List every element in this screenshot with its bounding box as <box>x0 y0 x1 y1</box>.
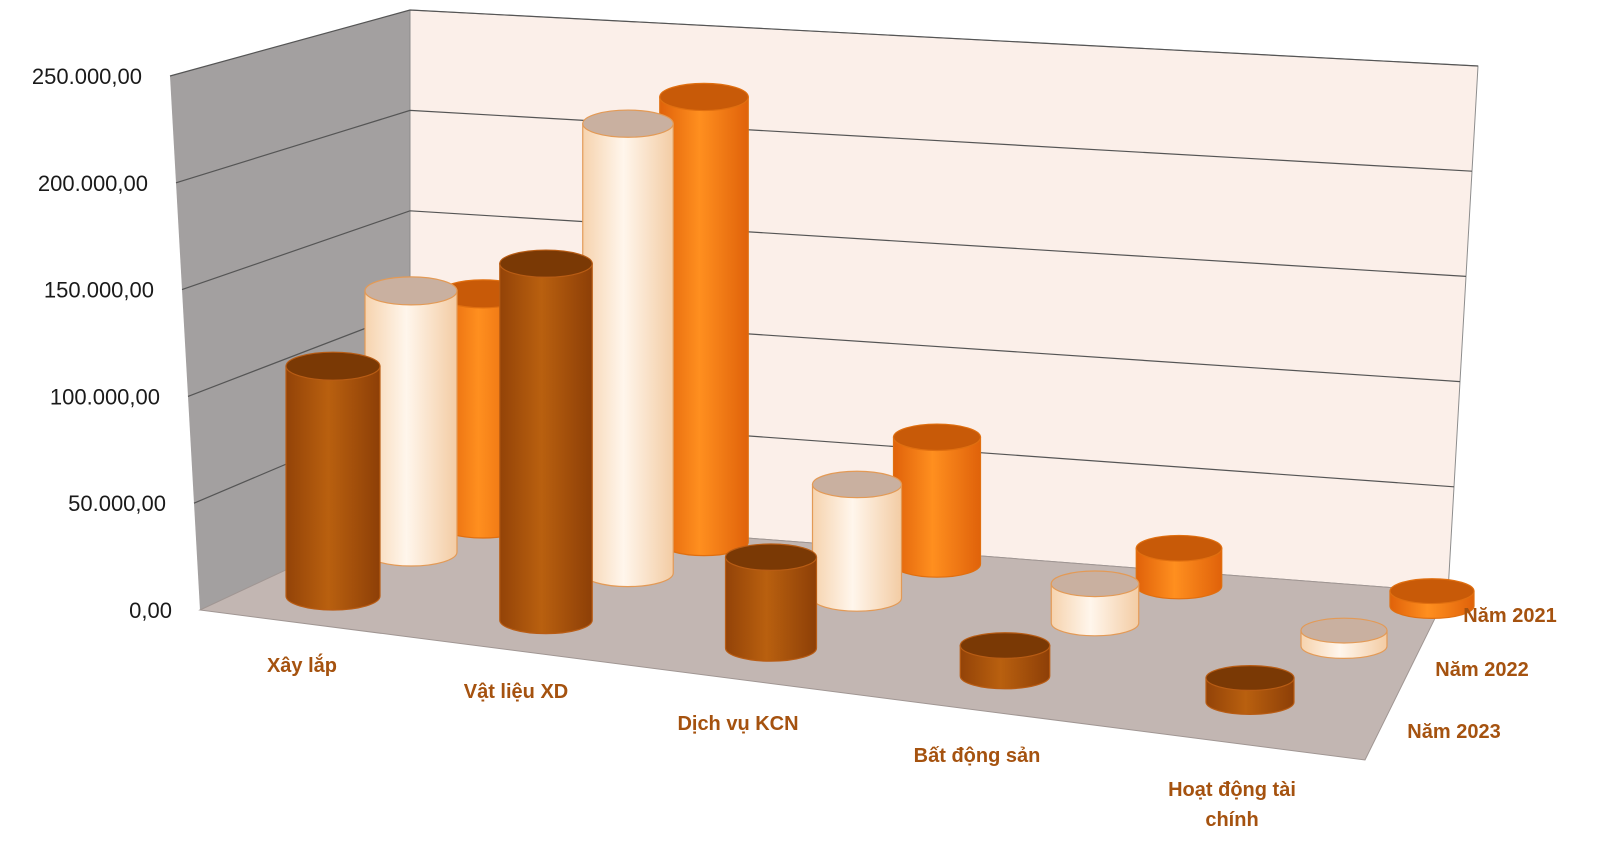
series-label: Năm 2022 <box>1435 659 1528 681</box>
y-axis-tick-labels: 0,00 50.000,00 100.000,00 150.000,00 200.000… <box>32 64 172 623</box>
bar-bất-động-sản-năm-2023 <box>959 632 1051 690</box>
gridline <box>181 210 1467 291</box>
series-label: Năm 2023 <box>1407 721 1500 743</box>
bar-hoạt-động-tài-chính-năm-2021 <box>1389 578 1475 619</box>
bar-dịch-vụ-kcn-năm-2021 <box>892 423 982 578</box>
series-label: Năm 2021 <box>1463 605 1556 627</box>
bar-bất-động-sản-năm-2022 <box>1050 570 1140 637</box>
bars <box>285 82 1475 715</box>
bar-hoạt-động-tài-chính-năm-2022 <box>1300 617 1388 659</box>
bar-dịch-vụ-kcn-năm-2023 <box>724 543 818 662</box>
bar-bất-động-sản-năm-2021 <box>1135 534 1223 600</box>
category-label: Bất động sản <box>914 745 1041 767</box>
category-label: Hoạt động tài chính <box>1168 779 1296 831</box>
gridline <box>169 9 1479 77</box>
bar-xây-lắp-năm-2023 <box>285 351 381 611</box>
y-tick-label: 150.000,00 <box>44 278 154 303</box>
y-tick-label: 100.000,00 <box>50 384 160 409</box>
series-depth-labels: Năm 2021 Năm 2022 Năm 2023 <box>1407 605 1556 743</box>
y-tick-label: 0,00 <box>129 598 172 623</box>
y-tick-label: 50.000,00 <box>68 491 166 516</box>
bar-vật-liệu-xd-năm-2022 <box>582 109 674 588</box>
category-label: Xây lắp <box>267 653 337 677</box>
category-label: Dịch vụ KCN <box>677 713 798 735</box>
bar-vật-liệu-xd-năm-2023 <box>499 249 593 635</box>
y-tick-label: 250.000,00 <box>32 64 142 89</box>
gridlines <box>169 9 1479 504</box>
gridline <box>175 109 1473 184</box>
y-tick-label: 200.000,00 <box>38 171 148 196</box>
category-label: Vật liệu XD <box>464 681 568 703</box>
bar-vật-liệu-xd-năm-2021 <box>659 82 749 557</box>
bar-dịch-vụ-kcn-năm-2022 <box>811 470 903 612</box>
bar-hoạt-động-tài-chính-năm-2023 <box>1205 664 1295 715</box>
bar-xây-lắp-năm-2022 <box>364 276 458 567</box>
category-labels: Xây lắp Vật liệu XD Dịch vụ KCN Bất động sả… <box>267 653 1296 831</box>
